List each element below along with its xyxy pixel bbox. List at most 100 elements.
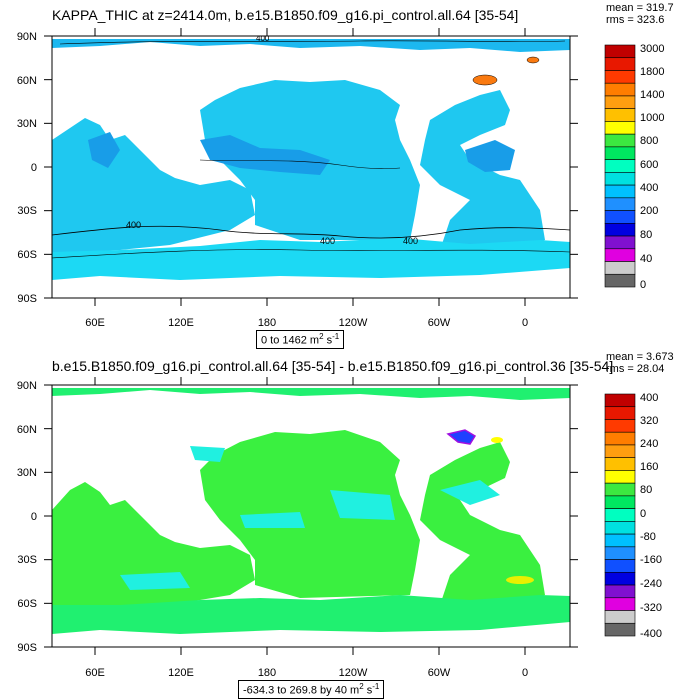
colorbar-label: 0 [640,279,646,291]
colorbar-label: 400 [640,182,658,194]
y-tick-label: 90N [17,31,37,43]
colorbar-swatch [604,419,636,433]
warm-pool-patch [200,135,330,175]
colorbar-swatch [604,610,636,624]
colorbar-swatch [604,57,636,71]
subtitle-unit-sup2: -1 [332,332,340,341]
colorbar-swatch [604,457,636,471]
subtitle-range: 0 to 1462 m [261,334,320,347]
colorbar-swatch [604,146,636,160]
tick-marks [44,377,578,655]
x-tick-label: 120W [339,667,368,679]
colorbar-label: -320 [640,602,662,614]
colorbar-swatch [604,133,636,148]
x-tick-label: 60W [428,667,451,679]
colorbar-label: 3000 [640,43,664,55]
y-tick-label: 60S [17,598,37,610]
stats-rms: rms = 323.6 [606,14,665,26]
bay-of-bengal-patch [88,132,120,168]
atlantic-ocean-field [420,90,545,252]
y-tick-label: 60N [17,424,37,436]
cyan-patch-atlantic [440,480,500,505]
chart-subtitle: 0 to 1462 m2 s-1 [256,330,345,349]
colorbar-label: 1400 [640,89,664,101]
colorbar-swatch [604,559,636,573]
colorbar-swatch [604,235,636,250]
contour-label-d: 400 [256,34,270,43]
colorbar-swatch [604,406,636,420]
y-tick-label: 90S [17,293,37,305]
stats-block: mean = 319.7 rms = 323.6 [606,2,674,26]
subtitle-unit-sup2: -1 [372,682,380,691]
colorbar-label: 1000 [640,112,664,124]
x-tick-label: 0 [522,317,528,329]
map-plot: 60E 120E 180 120W 60W 0 90N 60N 30N 0 30… [17,377,662,679]
colorbar-swatch [604,184,636,199]
cyan-patch-tropical-pacific [240,512,305,528]
pacific-diff [200,430,420,598]
y-tick-label: 30N [17,467,37,479]
tick-marks [44,28,578,306]
arctic-ocean-field [52,39,570,52]
colorbar-swatch [604,82,636,97]
labrador-sea-anomaly [446,429,477,445]
colorbar-swatch [604,508,636,522]
colorbar-swatch [604,470,636,484]
colorbar-label: 160 [640,461,658,473]
colorbar-swatch [604,172,636,186]
cyan-patch-north-pacific [190,446,225,462]
subtitle-unit-sup: 2 [319,332,324,341]
colorbar [604,393,636,637]
cyan-patch-east-pacific [330,490,395,520]
colorbar-swatch [604,584,636,599]
colorbar-swatch [604,273,636,288]
y-tick-label: 30S [17,205,37,217]
stats-rms: rms = 28.04 [606,363,665,375]
colorbar-swatch [604,159,636,173]
subtitle-unit-s: s [323,334,333,347]
chart-title: KAPPA_THIC at z=2414.0m, b.e15.B1850.f09… [52,7,519,23]
bottom-panel: b.e15.B1850.f09_g16.pi_control.all.64 [3… [0,350,700,700]
colorbar-label: 0 [640,508,646,520]
atlantic-diff [420,442,545,608]
top-panel: KAPPA_THIC at z=2414.0m, b.e15.B1850.f09… [17,2,674,349]
contour-line-arctic [59,40,566,45]
map-plot: 400 400 400 400 60E 120E 180 120W 60W 0 … [17,28,664,329]
colorbar-swatch [604,261,636,275]
x-tick-label: 180 [258,667,276,679]
colorbar-label: -400 [640,628,662,640]
colorbar-swatch [604,95,636,109]
x-tick-label: 60W [428,317,451,329]
colorbar-label: 80 [640,229,652,241]
chart-subtitle: -634.3 to 269.8 by 40 m2 s-1 [238,680,385,699]
subtitle-unit-sup: 2 [359,682,364,691]
colorbar-swatch [604,572,636,586]
colorbar-label: -80 [640,531,656,543]
cyan-patch-south-indian [120,572,190,590]
y-tick-label: 90S [17,642,37,654]
colorbar-swatch [604,393,636,408]
colorbar-swatch [604,444,636,458]
colorbar-label: 1800 [640,66,664,78]
y-tick-label: 90N [17,380,37,392]
y-tick-label: 0 [31,162,37,174]
colorbar-swatch [604,44,636,59]
hotspot-norwegian-sea [526,56,540,64]
subtitle-unit-s: s [363,684,373,697]
subtitle-range: -634.3 to 269.8 by 40 m [243,684,360,697]
colorbar-label: 80 [640,484,652,496]
chart-title: b.e15.B1850.f09_g16.pi_control.all.64 [3… [52,358,614,374]
y-tick-label: 30N [17,118,37,130]
colorbar-label: 600 [640,159,658,171]
colorbar-swatch [604,248,636,262]
colorbar-swatch [604,431,636,446]
y-tick-label: 0 [31,511,37,523]
colorbar-swatch [604,108,636,122]
x-tick-label: 120E [168,317,194,329]
colorbar-label: 800 [640,135,658,147]
colorbar-swatch [604,533,636,548]
contour-line-400 [52,225,570,239]
colorbar-swatch [604,495,636,509]
y-tick-label: 60S [17,249,37,261]
atlantic-blue-patch [465,140,515,172]
